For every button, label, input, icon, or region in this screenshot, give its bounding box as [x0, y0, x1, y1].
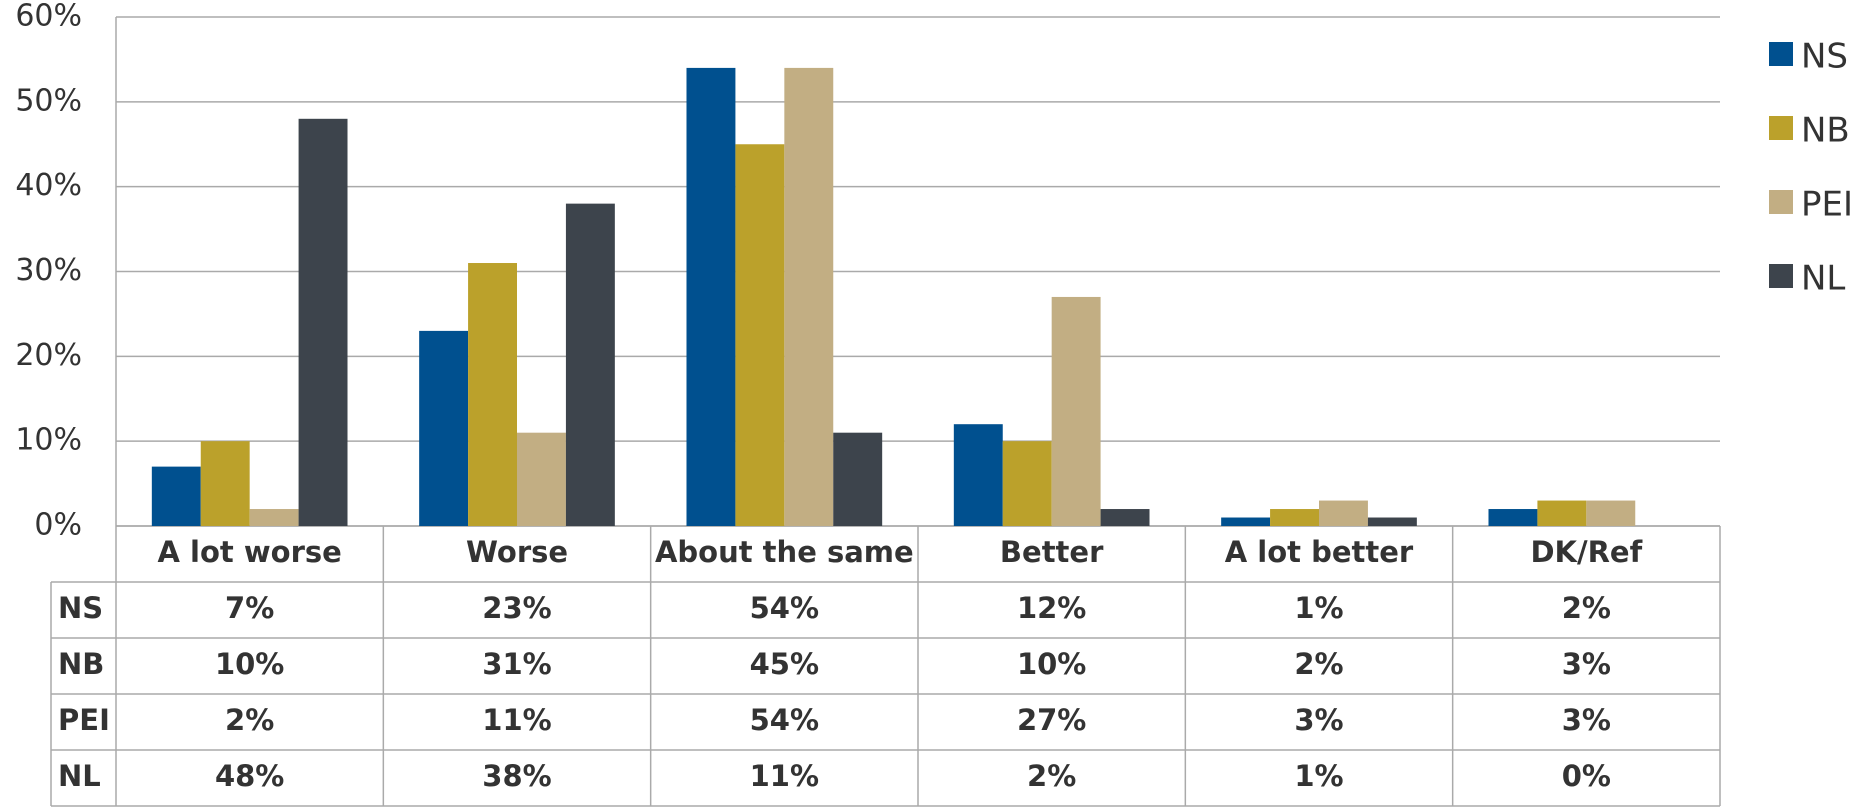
y-tick-label: 20% — [15, 338, 82, 373]
bar — [686, 67, 736, 527]
table-cell: 48% — [215, 759, 284, 793]
table-cell: 31% — [482, 647, 551, 681]
bar — [953, 424, 1003, 526]
bar — [1367, 517, 1417, 526]
table-cell: 2% — [1294, 647, 1343, 681]
x-tick-label: DK/Ref — [1530, 535, 1642, 569]
legend-label: NB — [1801, 111, 1850, 151]
bar — [1100, 509, 1150, 526]
legend-label: NS — [1801, 37, 1848, 77]
legend-swatch — [1769, 190, 1793, 214]
y-tick-label: 30% — [15, 253, 82, 288]
legend-label: NL — [1801, 259, 1845, 299]
bar — [151, 466, 201, 526]
x-tick-label: Better — [1000, 535, 1104, 569]
table-cell: 2% — [1027, 759, 1076, 793]
table-cell: 27% — [1017, 703, 1086, 737]
table-cell: 1% — [1294, 591, 1343, 625]
x-tick-label: About the same — [655, 535, 914, 569]
bar — [249, 509, 299, 526]
table-row-label: NL — [58, 759, 101, 793]
table-row-label: PEI — [58, 703, 110, 737]
table-cell: 45% — [750, 647, 819, 681]
x-tick-label: Worse — [466, 535, 568, 569]
bar — [1488, 509, 1538, 526]
legend-swatch — [1769, 116, 1793, 140]
bar — [735, 144, 785, 526]
table-cell: 3% — [1294, 703, 1343, 737]
y-tick-label: 40% — [15, 168, 82, 203]
legend-swatch — [1769, 42, 1793, 66]
bar — [468, 263, 517, 526]
table-cell: 10% — [1017, 647, 1086, 681]
bar — [419, 330, 469, 526]
bar — [517, 432, 566, 526]
table-cell: 11% — [482, 703, 551, 737]
table-cell: 3% — [1562, 703, 1611, 737]
table-row-label: NS — [58, 591, 103, 625]
x-tick-label: A lot better — [1225, 535, 1414, 569]
table-cell: 38% — [482, 759, 551, 793]
table-cell: 2% — [1562, 591, 1611, 625]
bar — [1270, 509, 1319, 526]
table-cell: 1% — [1294, 759, 1343, 793]
bar — [784, 67, 834, 527]
table-cell: 11% — [750, 759, 819, 793]
y-tick-label: 0% — [34, 508, 82, 543]
bar — [1002, 441, 1052, 526]
legend-swatch — [1769, 264, 1793, 288]
table-row-label: NB — [58, 647, 104, 681]
bar — [1051, 296, 1101, 526]
table-cell: 3% — [1562, 647, 1611, 681]
table-cell: 54% — [750, 591, 819, 625]
bar — [1586, 500, 1636, 526]
legend-label: PEI — [1801, 185, 1853, 225]
table-cell: 12% — [1017, 591, 1086, 625]
bar — [1221, 517, 1271, 526]
table-cell: 10% — [215, 647, 284, 681]
bar — [833, 432, 883, 526]
bar — [200, 441, 250, 526]
bar — [1537, 500, 1587, 526]
bar — [298, 118, 348, 527]
bar — [565, 203, 615, 526]
y-tick-label: 10% — [15, 423, 82, 458]
bar — [1319, 500, 1368, 526]
table-cell: 23% — [482, 591, 551, 625]
x-tick-label: A lot worse — [158, 535, 342, 569]
table-cell: 2% — [225, 703, 274, 737]
y-tick-label: 60% — [15, 0, 82, 34]
table-cell: 0% — [1562, 759, 1611, 793]
table-cell: 54% — [750, 703, 819, 737]
table-cell: 7% — [225, 591, 274, 625]
y-tick-label: 50% — [15, 83, 82, 118]
